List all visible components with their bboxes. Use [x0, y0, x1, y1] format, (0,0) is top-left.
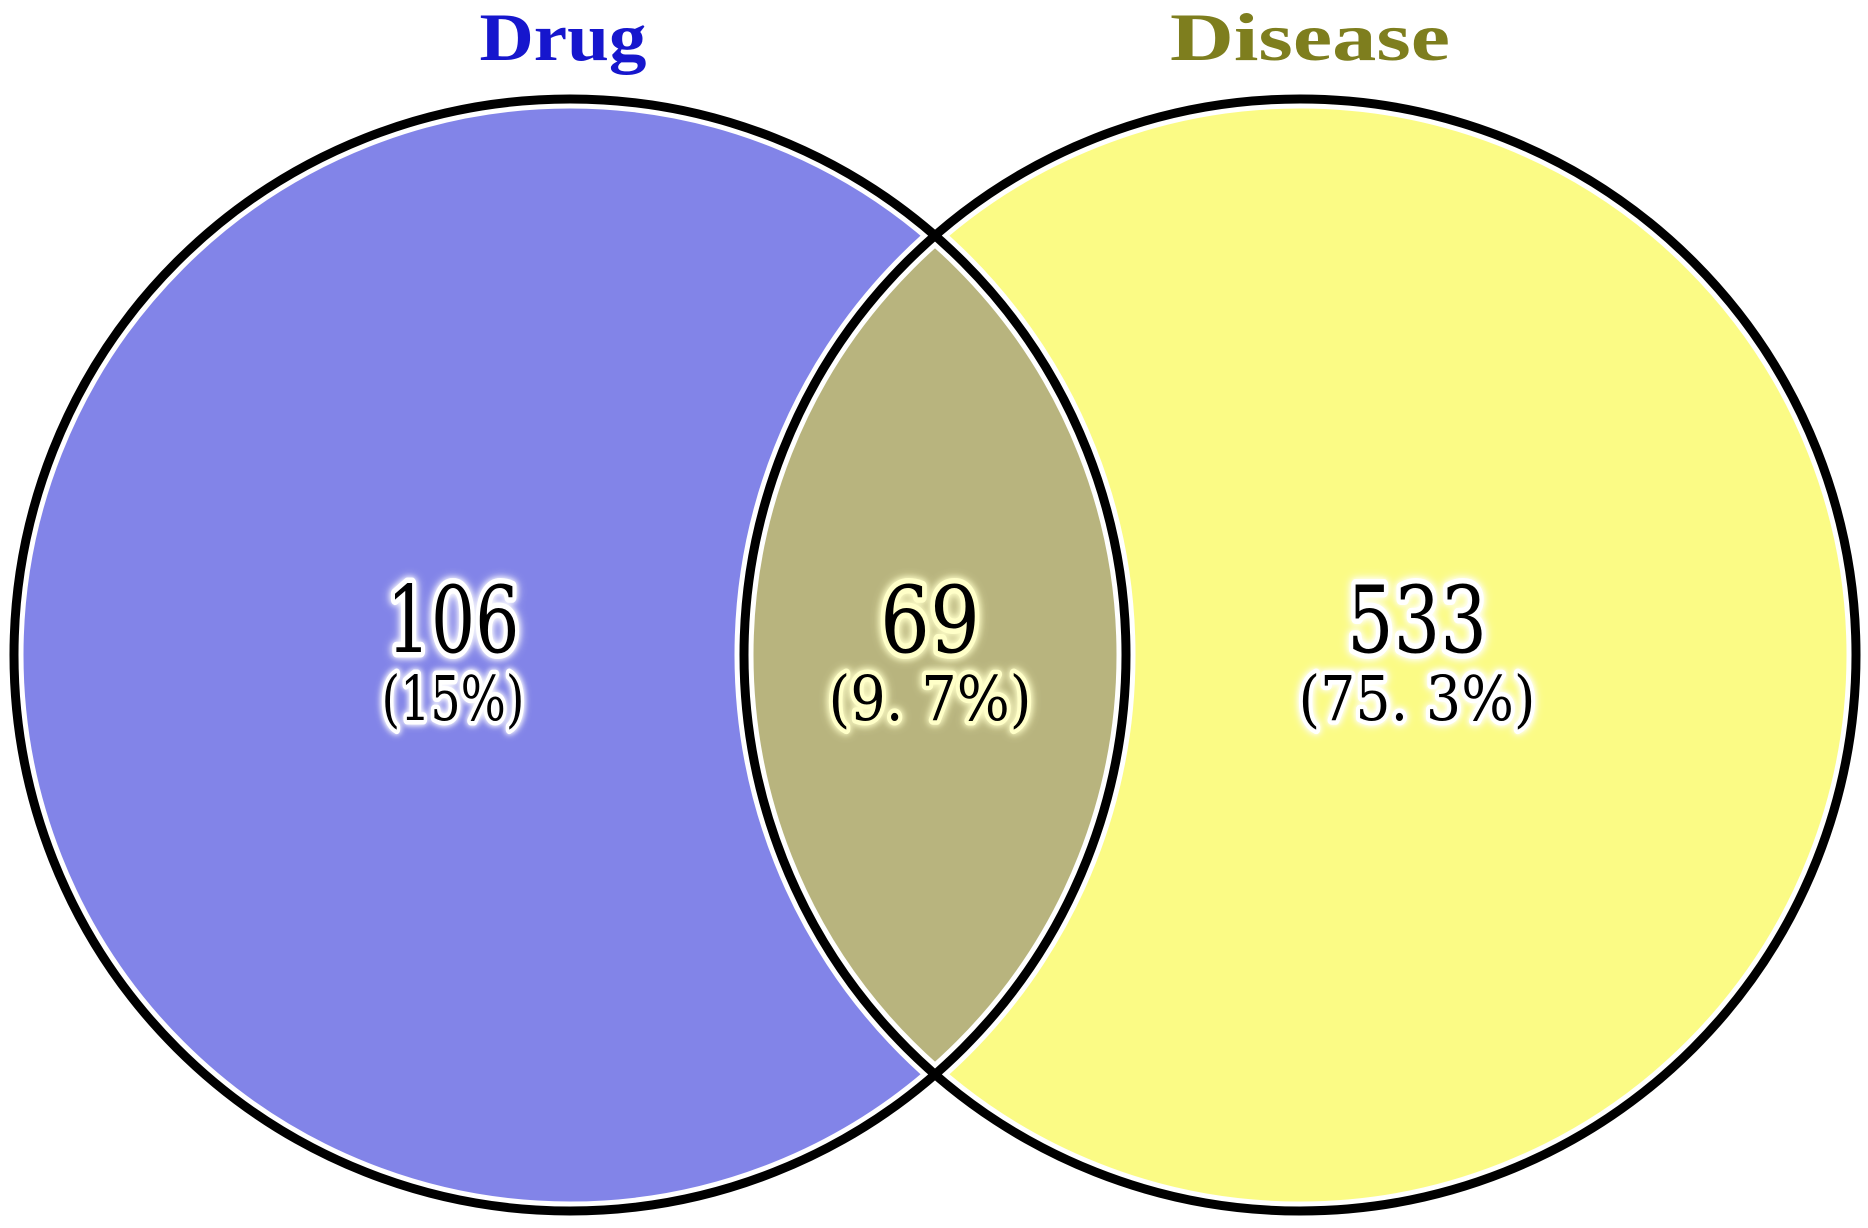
- drug-only-percent: (15%): [382, 662, 525, 735]
- disease-only-percent: (75. 3%): [1299, 662, 1536, 735]
- disease-only-count: 533: [1347, 566, 1487, 674]
- intersection-percent: (9. 7%): [829, 662, 1032, 735]
- drug-set-title: Drug: [480, 0, 647, 75]
- circle-outlines: [9, 94, 1861, 1216]
- intersection-count: 69: [880, 566, 980, 674]
- drug-only-count: 106: [387, 566, 520, 674]
- disease-set-title: Disease: [1170, 0, 1450, 75]
- overlap-region: [744, 99, 1126, 1211]
